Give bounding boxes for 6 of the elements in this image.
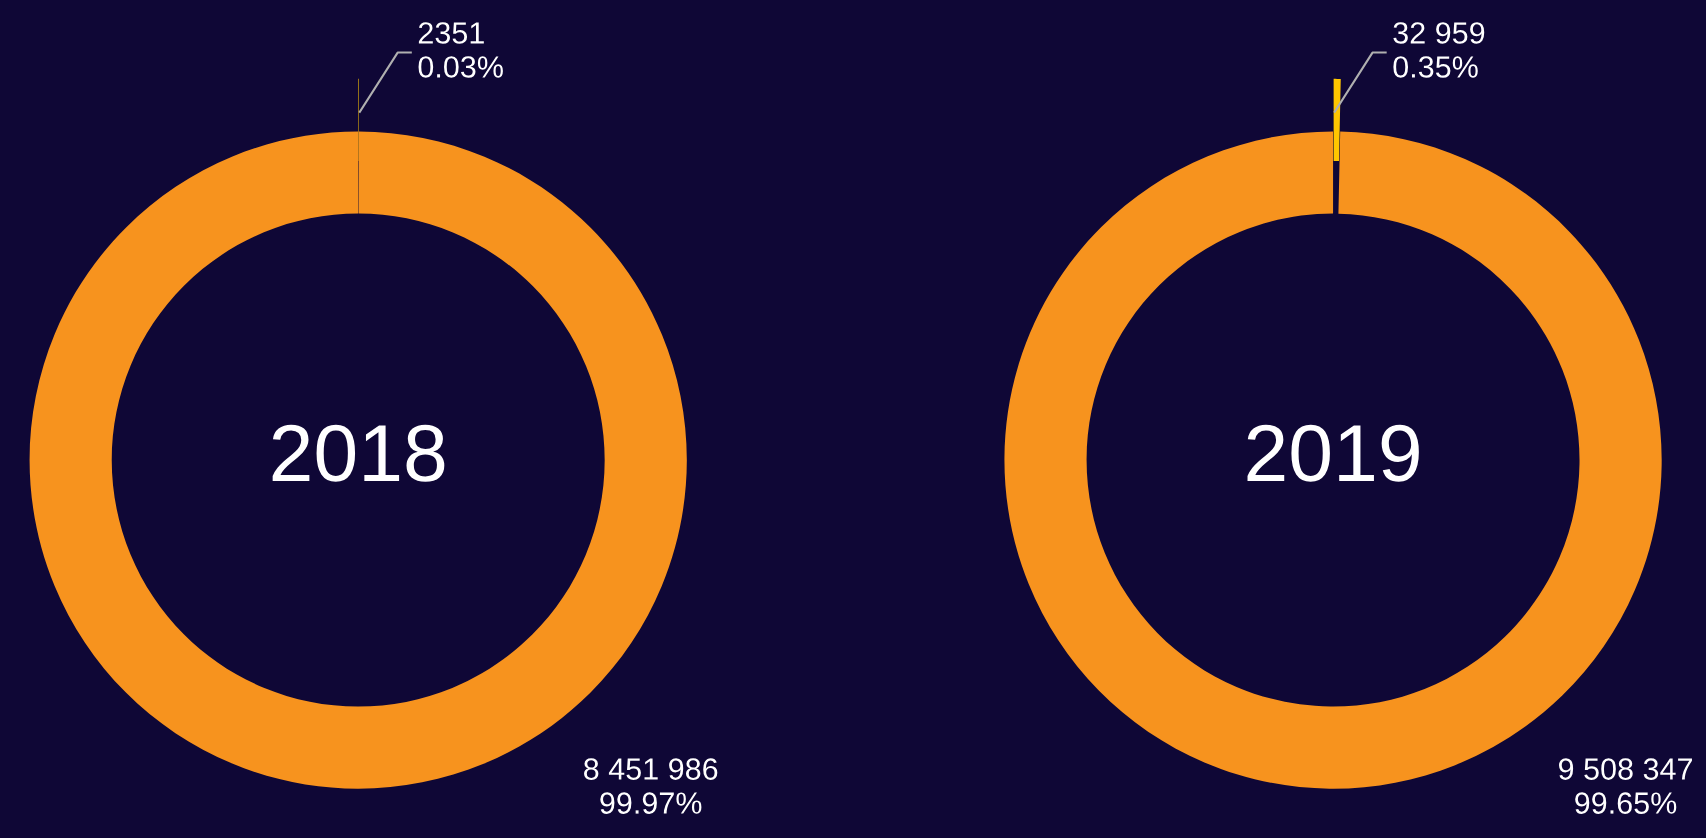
data-label: 9 508 347 99.65% [1559,758,1692,814]
data-label: 8 451 986 99.97% [584,758,718,814]
text: 2018 [272,424,445,482]
data-label: 32 959 0.35% [1393,22,1485,78]
data-label: 2351 0.03% [418,22,503,78]
text: 2019 [1247,424,1419,482]
